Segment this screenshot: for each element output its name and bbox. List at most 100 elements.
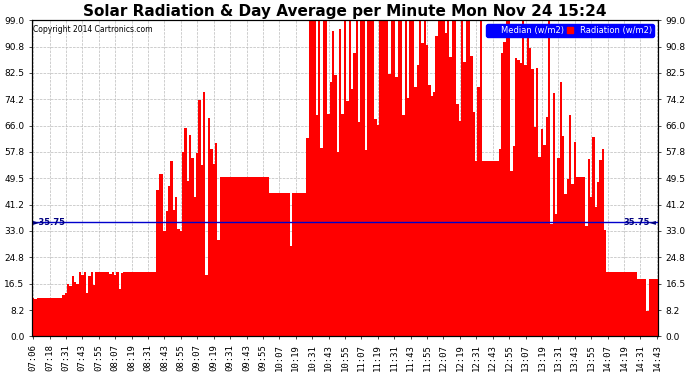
Bar <box>297 193 299 336</box>
Bar <box>637 279 640 336</box>
Bar <box>154 273 156 336</box>
Bar <box>337 152 339 336</box>
Bar <box>564 194 566 336</box>
Bar <box>379 20 382 336</box>
Bar <box>342 114 344 336</box>
Bar <box>607 273 609 336</box>
Bar <box>489 161 491 336</box>
Bar <box>285 193 288 336</box>
Bar <box>484 161 487 336</box>
Bar <box>473 112 475 336</box>
Bar <box>419 20 421 336</box>
Bar <box>184 128 187 336</box>
Bar <box>491 161 494 336</box>
Bar <box>264 177 266 336</box>
Bar <box>597 182 600 336</box>
Bar <box>243 177 246 336</box>
Bar <box>348 20 351 336</box>
Bar <box>355 20 358 336</box>
Bar <box>175 197 177 336</box>
Bar <box>632 273 635 336</box>
Bar <box>421 43 424 336</box>
Bar <box>318 20 320 336</box>
Bar <box>400 20 402 336</box>
Bar <box>231 177 234 336</box>
Bar <box>213 164 215 336</box>
Bar <box>77 284 79 336</box>
Bar <box>248 177 250 336</box>
Bar <box>618 273 620 336</box>
Bar <box>144 273 147 336</box>
Bar <box>475 161 477 336</box>
Bar <box>208 118 210 336</box>
Bar <box>600 160 602 336</box>
Bar <box>325 20 328 336</box>
Bar <box>585 226 588 336</box>
Bar <box>377 126 379 336</box>
Bar <box>590 197 593 336</box>
Bar <box>262 177 264 336</box>
Bar <box>393 20 395 336</box>
Bar <box>374 119 377 336</box>
Bar <box>152 273 154 336</box>
Bar <box>226 177 229 336</box>
Bar <box>281 193 283 336</box>
Bar <box>257 177 259 336</box>
Bar <box>613 273 616 336</box>
Bar <box>362 20 365 336</box>
Bar <box>93 285 95 336</box>
Bar <box>630 273 632 336</box>
Bar <box>32 298 34 336</box>
Bar <box>553 93 555 336</box>
Bar <box>293 193 295 336</box>
Bar <box>409 20 412 336</box>
Bar <box>79 273 81 336</box>
Bar <box>236 177 238 336</box>
Bar <box>494 161 496 336</box>
Bar <box>536 69 538 336</box>
Bar <box>503 42 506 336</box>
Bar <box>609 273 611 336</box>
Bar <box>234 177 236 336</box>
Bar <box>588 159 590 336</box>
Bar <box>100 273 102 336</box>
Bar <box>97 273 100 336</box>
Bar <box>541 129 543 336</box>
Bar <box>548 20 550 336</box>
Bar <box>573 142 576 336</box>
Bar <box>433 92 435 336</box>
Bar <box>623 273 625 336</box>
Bar <box>72 276 74 336</box>
Bar <box>346 101 348 336</box>
Bar <box>520 63 522 336</box>
Bar <box>105 273 107 336</box>
Bar <box>229 177 231 336</box>
Bar <box>34 298 37 336</box>
Bar <box>386 20 388 336</box>
Bar <box>444 33 447 336</box>
Bar <box>388 74 391 336</box>
Bar <box>255 177 257 336</box>
Bar <box>518 60 520 336</box>
Bar <box>299 193 302 336</box>
Bar <box>172 210 175 336</box>
Bar <box>526 34 529 336</box>
Bar <box>74 282 77 336</box>
Bar <box>320 148 323 336</box>
Bar <box>649 279 651 336</box>
Bar <box>41 298 43 336</box>
Bar <box>147 273 149 336</box>
Bar <box>550 224 553 336</box>
Bar <box>642 279 644 336</box>
Bar <box>391 20 393 336</box>
Bar <box>466 20 468 336</box>
Bar <box>164 231 166 336</box>
Bar <box>48 298 50 336</box>
Bar <box>259 177 262 336</box>
Bar <box>562 136 564 336</box>
Bar <box>201 165 203 336</box>
Bar <box>128 273 130 336</box>
Bar <box>330 82 332 336</box>
Bar <box>372 20 374 336</box>
Bar <box>529 48 531 336</box>
